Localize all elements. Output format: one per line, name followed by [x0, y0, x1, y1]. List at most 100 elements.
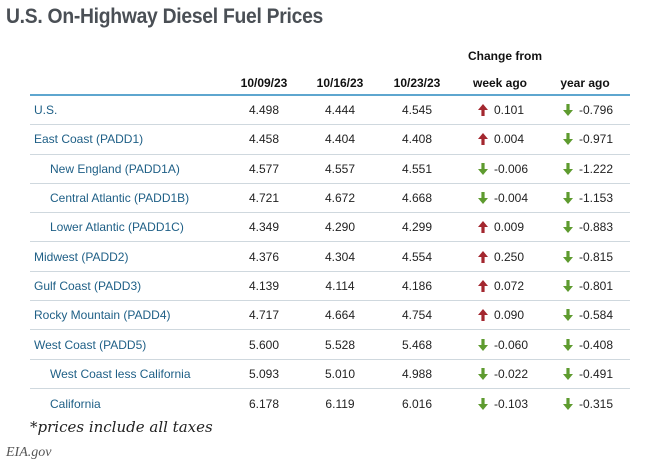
price-cell: 4.408 — [401, 132, 433, 147]
arrow-down-icon — [478, 192, 488, 205]
table-row: West Coast (PADD5) 5.600 5.528 5.468 -0.060 -… — [30, 330, 630, 360]
price-cell: 4.304 — [324, 249, 356, 264]
table-row: West Coast less California 5.093 5.010 4.98… — [30, 360, 630, 389]
week-change-cell: 0.090 — [478, 301, 524, 329]
price-cell: 4.404 — [324, 132, 356, 147]
table-row: California 6.178 6.119 6.016 -0.103 -0.315 — [30, 389, 630, 418]
week-change-value: 0.250 — [494, 249, 525, 264]
week-change-value: -0.004 — [494, 191, 529, 206]
year-change-cell: -0.491 — [563, 360, 613, 388]
price-cell: 5.600 — [248, 337, 280, 352]
price-cell: 4.717 — [248, 308, 280, 323]
price-cell: 4.672 — [324, 191, 356, 206]
year-change-value: -0.491 — [579, 366, 614, 381]
week-change-value: 0.004 — [494, 132, 525, 147]
arrow-down-icon — [563, 192, 573, 205]
table-row: Central Atlantic (PADD1B) 4.721 4.672 4.668… — [30, 184, 630, 214]
change-from-header: Change from — [468, 49, 543, 63]
region-label: California — [50, 396, 101, 411]
price-cell: 6.119 — [325, 396, 355, 411]
arrow-down-icon — [563, 133, 573, 146]
price-cell: 4.551 — [401, 161, 433, 176]
column-header-year-ago: year ago — [560, 76, 610, 90]
price-cell: 4.668 — [401, 191, 433, 206]
price-cell: 5.468 — [401, 337, 433, 352]
region-label: West Coast (PADD5) — [34, 337, 147, 352]
region-label: Midwest (PADD2) — [34, 249, 129, 264]
price-cell: 4.349 — [248, 220, 280, 235]
column-header-date-1: 10/09/23 — [240, 76, 288, 90]
table-row: Rocky Mountain (PADD4) 4.717 4.664 4.754 0.0… — [30, 301, 630, 331]
week-change-cell: 0.101 — [478, 96, 524, 124]
price-cell: 4.444 — [324, 103, 356, 118]
region-label: East Coast (PADD1) — [34, 132, 144, 147]
week-change-cell: -0.022 — [478, 360, 528, 388]
column-header-week-ago: week ago — [472, 76, 528, 90]
region-label: U.S. — [34, 103, 58, 118]
arrow-down-icon — [563, 309, 573, 322]
week-change-value: 0.090 — [494, 308, 525, 323]
year-change-value: -0.815 — [579, 249, 614, 264]
region-label: Gulf Coast (PADD3) — [34, 278, 142, 293]
arrow-down-icon — [563, 338, 573, 351]
price-cell: 5.010 — [324, 366, 356, 381]
column-header-date-2: 10/16/23 — [316, 76, 364, 90]
table-row: Lower Atlantic (PADD1C) 4.349 4.290 4.299 0.… — [30, 213, 630, 243]
table-row: New England (PADD1A) 4.577 4.557 4.551 -0.00… — [30, 155, 630, 184]
arrow-up-icon — [478, 221, 488, 234]
week-change-value: -0.060 — [494, 337, 529, 352]
week-change-cell: 0.072 — [478, 272, 524, 300]
year-change-cell: -0.408 — [563, 330, 613, 358]
year-change-cell: -1.153 — [563, 184, 613, 212]
price-cell: 4.664 — [324, 308, 356, 323]
year-change-value: -0.315 — [579, 396, 614, 411]
week-change-cell: 0.250 — [478, 242, 524, 270]
table-row: Midwest (PADD2) 4.376 4.304 4.554 0.250 -0.81… — [30, 242, 630, 272]
arrow-up-icon — [478, 309, 488, 322]
arrow-down-icon — [563, 162, 573, 175]
price-cell: 4.554 — [401, 249, 433, 264]
price-cell: 4.577 — [248, 161, 280, 176]
arrow-down-icon — [563, 279, 573, 292]
header-rule — [30, 94, 630, 96]
price-cell: 6.016 — [401, 396, 433, 411]
price-cell: 4.458 — [248, 132, 280, 147]
price-cell: 4.376 — [248, 249, 280, 264]
arrow-down-icon — [478, 338, 488, 351]
column-header-date-3: 10/23/23 — [393, 76, 441, 90]
week-change-value: -0.103 — [494, 396, 529, 411]
week-change-value: 0.072 — [494, 278, 525, 293]
year-change-value: -1.153 — [579, 191, 614, 206]
arrow-down-icon — [563, 397, 573, 410]
year-change-cell: -0.315 — [563, 389, 613, 418]
arrow-down-icon — [563, 367, 573, 380]
price-cell: 4.186 — [401, 278, 433, 293]
price-cell: 4.988 — [401, 366, 433, 381]
year-change-value: -0.796 — [579, 103, 614, 118]
week-change-cell: -0.006 — [478, 155, 528, 183]
page-title: U.S. On-Highway Diesel Fuel Prices — [6, 5, 324, 28]
week-change-value: -0.006 — [494, 161, 529, 176]
year-change-value: -0.883 — [579, 220, 614, 235]
region-label: West Coast less California — [50, 366, 191, 381]
table-row: U.S. 4.498 4.444 4.545 0.101 -0.796 — [30, 96, 630, 126]
year-change-value: -0.584 — [579, 308, 614, 323]
price-table: U.S. 4.498 4.444 4.545 0.101 -0.796 East Coast… — [30, 96, 630, 418]
source-label: EIA.gov — [6, 445, 52, 460]
price-cell: 4.721 — [248, 191, 280, 206]
year-change-cell: -0.815 — [563, 242, 613, 270]
week-change-cell: 0.004 — [478, 125, 524, 153]
week-change-cell: -0.103 — [478, 389, 528, 418]
week-change-value: 0.009 — [494, 220, 525, 235]
year-change-value: -0.971 — [579, 132, 614, 147]
year-change-cell: -0.971 — [563, 125, 613, 153]
region-label: Lower Atlantic (PADD1C) — [50, 220, 184, 235]
arrow-up-icon — [478, 250, 488, 263]
price-cell: 4.545 — [401, 103, 433, 118]
region-label: Rocky Mountain (PADD4) — [34, 308, 171, 323]
year-change-cell: -0.801 — [563, 272, 613, 300]
arrow-up-icon — [478, 279, 488, 292]
arrow-down-icon — [563, 221, 573, 234]
price-cell: 4.754 — [401, 308, 433, 323]
region-label: New England (PADD1A) — [50, 161, 180, 176]
